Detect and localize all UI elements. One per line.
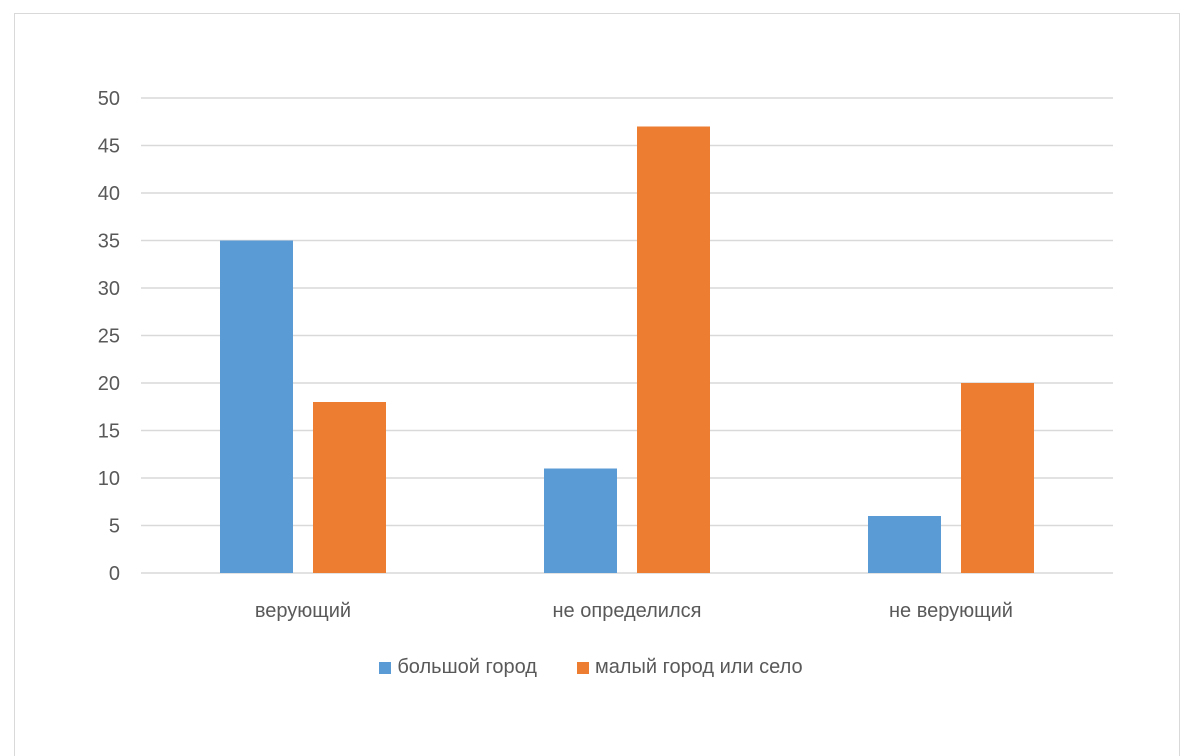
x-category-label: не определился (553, 600, 702, 622)
bar-series-1-1 (220, 240, 293, 573)
legend-swatch-series-1 (379, 661, 392, 674)
legend-item-series-2: малый город или село (576, 656, 803, 679)
y-tick-label: 25 (98, 326, 120, 348)
y-tick-label: 40 (98, 183, 120, 205)
y-tick-label: 50 (98, 88, 120, 110)
y-tick-label: 30 (98, 278, 120, 300)
y-tick-label: 10 (98, 468, 120, 490)
y-tick-label: 45 (98, 136, 120, 158)
legend-label-series-1: большой город (397, 656, 537, 678)
x-category-label: не верующий (889, 600, 1013, 622)
bar-series-2-3 (961, 383, 1034, 573)
bar-series-2-2 (637, 126, 710, 573)
chart-legend: большой город малый город или село (0, 656, 1182, 679)
y-tick-label: 15 (98, 421, 120, 443)
bar-series-1-2 (544, 468, 617, 573)
legend-label-series-2: малый город или село (594, 656, 803, 678)
y-tick-label: 0 (109, 563, 120, 585)
y-tick-label: 20 (98, 373, 120, 395)
bar-series-2-1 (313, 402, 386, 573)
legend-swatch-series-2 (576, 661, 589, 674)
legend-item-series-1: большой город (379, 656, 537, 679)
x-category-label: верующий (255, 600, 351, 622)
bar-chart: 0 5 10 15 20 25 30 35 40 45 50 верующий не определил… (98, 88, 1113, 622)
bar-series-1-3 (868, 516, 941, 573)
y-tick-label: 35 (98, 231, 120, 253)
y-tick-label: 5 (109, 516, 120, 538)
